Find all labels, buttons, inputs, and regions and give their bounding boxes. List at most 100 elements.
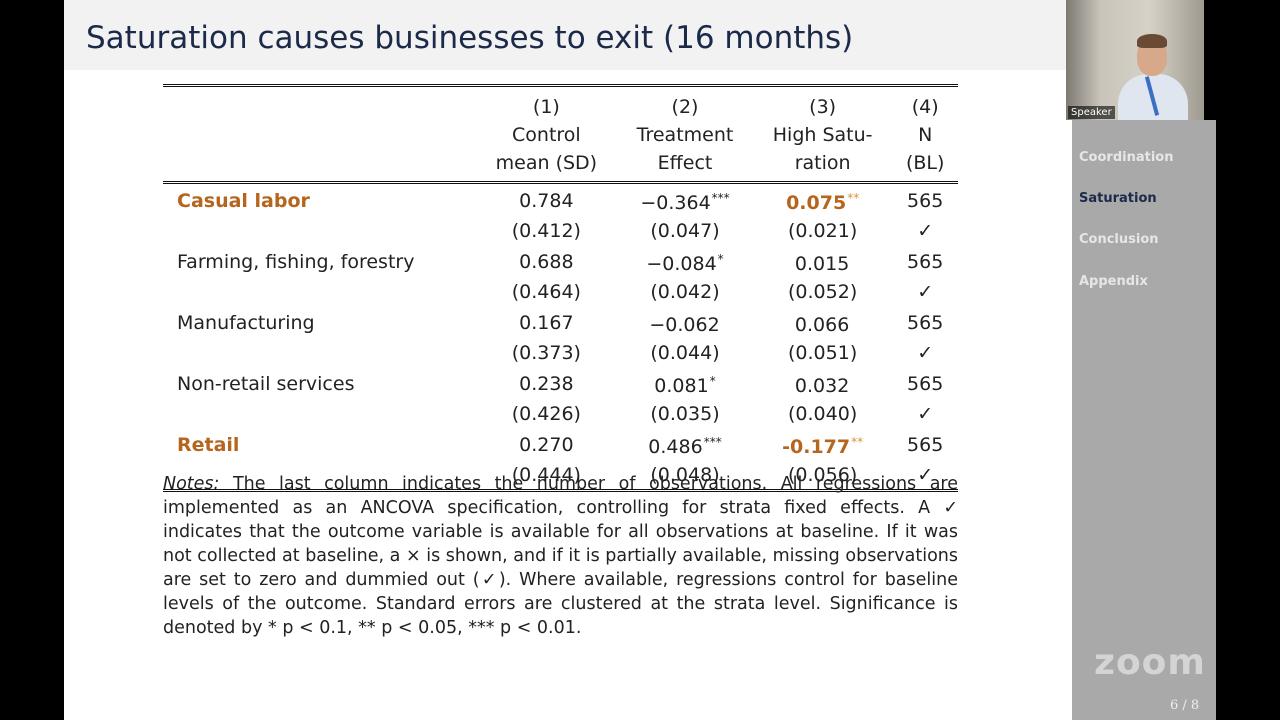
slide-nav-sidebar: Coordination Saturation Conclusion Appen… <box>1072 120 1216 720</box>
high-saturation-se: (0.051) <box>788 342 858 364</box>
table-row: Manufacturing 0.167 −0.062 0.066 565 <box>163 306 958 339</box>
control-sd: (0.373) <box>511 342 581 364</box>
treatment-effect: −0.062 <box>617 306 753 339</box>
n-obs: 565 <box>907 311 944 334</box>
results-table: (1) (2) (3) (4) Control Treatment High S… <box>163 84 958 492</box>
table-row-se: (0.464) (0.042) (0.052) ✓ <box>163 278 958 306</box>
control-mean: 0.238 <box>519 372 574 395</box>
control-mean: 0.270 <box>519 433 574 456</box>
nav-item-appendix[interactable]: Appendix <box>1079 274 1148 289</box>
table-row: Non-retail services 0.238 0.081* 0.032 565 <box>163 367 958 400</box>
high-saturation-value: -0.177 <box>782 436 851 458</box>
nav-item-saturation[interactable]: Saturation <box>1079 191 1157 206</box>
treatment-effect-value: 0.486 <box>648 436 703 458</box>
treatment-se: (0.048) <box>650 464 720 486</box>
table-row: Retail 0.270 0.486*** -0.177** 565 <box>163 428 958 461</box>
treatment-se: (0.035) <box>650 403 720 425</box>
control-sd: (0.426) <box>511 403 581 425</box>
high-saturation-se: (0.040) <box>788 403 858 425</box>
slide-title: Saturation causes businesses to exit (16… <box>86 20 854 56</box>
header-col-3-num: (3) <box>809 96 837 118</box>
treatment-effect-stars: *** <box>711 191 730 205</box>
header-col-4-line1: N <box>918 124 933 146</box>
table-row-se: (0.373) (0.044) (0.051) ✓ <box>163 339 958 367</box>
nav-item-coordination[interactable]: Coordination <box>1079 150 1174 165</box>
control-sd: (0.444) <box>511 464 581 486</box>
n-obs: 565 <box>907 433 944 456</box>
row-label: Manufacturing <box>177 311 315 334</box>
table-row-se: (0.444) (0.048) (0.056) ✓ <box>163 461 958 491</box>
n-obs: 565 <box>907 372 944 395</box>
page-number: 6 / 8 <box>1170 698 1200 713</box>
header-col-2-line1: Treatment <box>636 124 734 146</box>
high-saturation-value: 0.066 <box>794 314 850 336</box>
table-row: Casual labor 0.784 −0.364*** 0.075** 565 <box>163 182 958 218</box>
treatment-effect-stars: * <box>717 252 724 266</box>
nav-item-conclusion[interactable]: Conclusion <box>1079 232 1159 247</box>
treatment-effect-value: −0.364 <box>640 192 711 214</box>
treatment-effect-stars: *** <box>703 435 722 449</box>
high-saturation-stars: ** <box>847 191 860 205</box>
baseline-check: ✓ <box>917 342 934 364</box>
control-sd: (0.412) <box>511 220 581 242</box>
high-saturation-value: 0.015 <box>794 253 850 275</box>
speaker-video-thumbnail[interactable]: Speaker <box>1066 0 1204 120</box>
table-row: Farming, fishing, forestry 0.688 −0.084* 0.… <box>163 245 958 278</box>
control-mean: 0.784 <box>519 189 574 212</box>
treatment-se: (0.042) <box>650 281 720 303</box>
high-saturation: 0.015 <box>753 245 892 278</box>
baseline-check: ✓ <box>917 403 934 425</box>
baseline-check: ✓ <box>917 464 934 486</box>
speaker-hair <box>1137 34 1167 48</box>
header-col-3-line2: ration <box>794 152 851 174</box>
notes-text: The last column indicates the number of … <box>163 474 958 638</box>
header-col-2-line2: Effect <box>657 152 713 174</box>
high-saturation: 0.032 <box>753 367 892 400</box>
row-label: Non-retail services <box>177 372 355 395</box>
notes-label: Notes: <box>163 474 220 494</box>
control-sd: (0.464) <box>511 281 581 303</box>
high-saturation: 0.066 <box>753 306 892 339</box>
n-obs: 565 <box>907 250 944 273</box>
high-saturation: -0.177** <box>753 428 892 461</box>
table-row-se: (0.426) (0.035) (0.040) ✓ <box>163 400 958 428</box>
table-body: Casual labor 0.784 −0.364*** 0.075** 565 (0.4… <box>163 182 958 491</box>
speaker-label: Speaker <box>1068 106 1115 119</box>
header-col-1-line2: mean (SD) <box>495 152 598 174</box>
baseline-check: ✓ <box>917 281 934 303</box>
table-notes: Notes: The last column indicates the num… <box>163 472 958 640</box>
title-bar: Saturation causes businesses to exit (16… <box>64 0 1072 70</box>
treatment-se: (0.047) <box>650 220 720 242</box>
header-col-4-line2: (BL) <box>905 152 945 174</box>
treatment-effect-value: −0.062 <box>649 314 720 336</box>
presentation-slide: Saturation causes businesses to exit (16… <box>64 0 1072 720</box>
header-empty <box>163 86 476 122</box>
header-col-2-num: (2) <box>671 96 699 118</box>
header-col-4-num: (4) <box>911 96 939 118</box>
high-saturation: 0.075** <box>753 183 892 218</box>
row-label: Casual labor <box>177 189 310 212</box>
row-label: Farming, fishing, forestry <box>177 250 415 273</box>
row-label: Retail <box>177 433 240 456</box>
n-obs: 565 <box>907 189 944 212</box>
high-saturation-stars: ** <box>851 435 864 449</box>
treatment-effect-value: −0.084 <box>646 253 717 275</box>
control-mean: 0.688 <box>519 250 574 273</box>
treatment-se: (0.044) <box>650 342 720 364</box>
high-saturation-value: 0.032 <box>794 375 850 397</box>
high-saturation-value: 0.075 <box>786 192 847 214</box>
treatment-effect-stars: * <box>709 374 716 388</box>
treatment-effect: −0.364*** <box>617 183 753 218</box>
treatment-effect: 0.081* <box>617 367 753 400</box>
header-col-1-line1: Control <box>512 124 581 146</box>
treatment-effect: 0.486*** <box>617 428 753 461</box>
high-saturation-se: (0.021) <box>788 220 858 242</box>
high-saturation-se: (0.056) <box>788 464 858 486</box>
header-col-1-num: (1) <box>532 96 560 118</box>
zoom-logo: zoom <box>1094 642 1206 683</box>
high-saturation-se: (0.052) <box>788 281 858 303</box>
table-row-se: (0.412) (0.047) (0.021) ✓ <box>163 217 958 245</box>
baseline-check: ✓ <box>917 220 934 242</box>
control-mean: 0.167 <box>519 311 574 334</box>
treatment-effect-value: 0.081 <box>654 375 709 397</box>
